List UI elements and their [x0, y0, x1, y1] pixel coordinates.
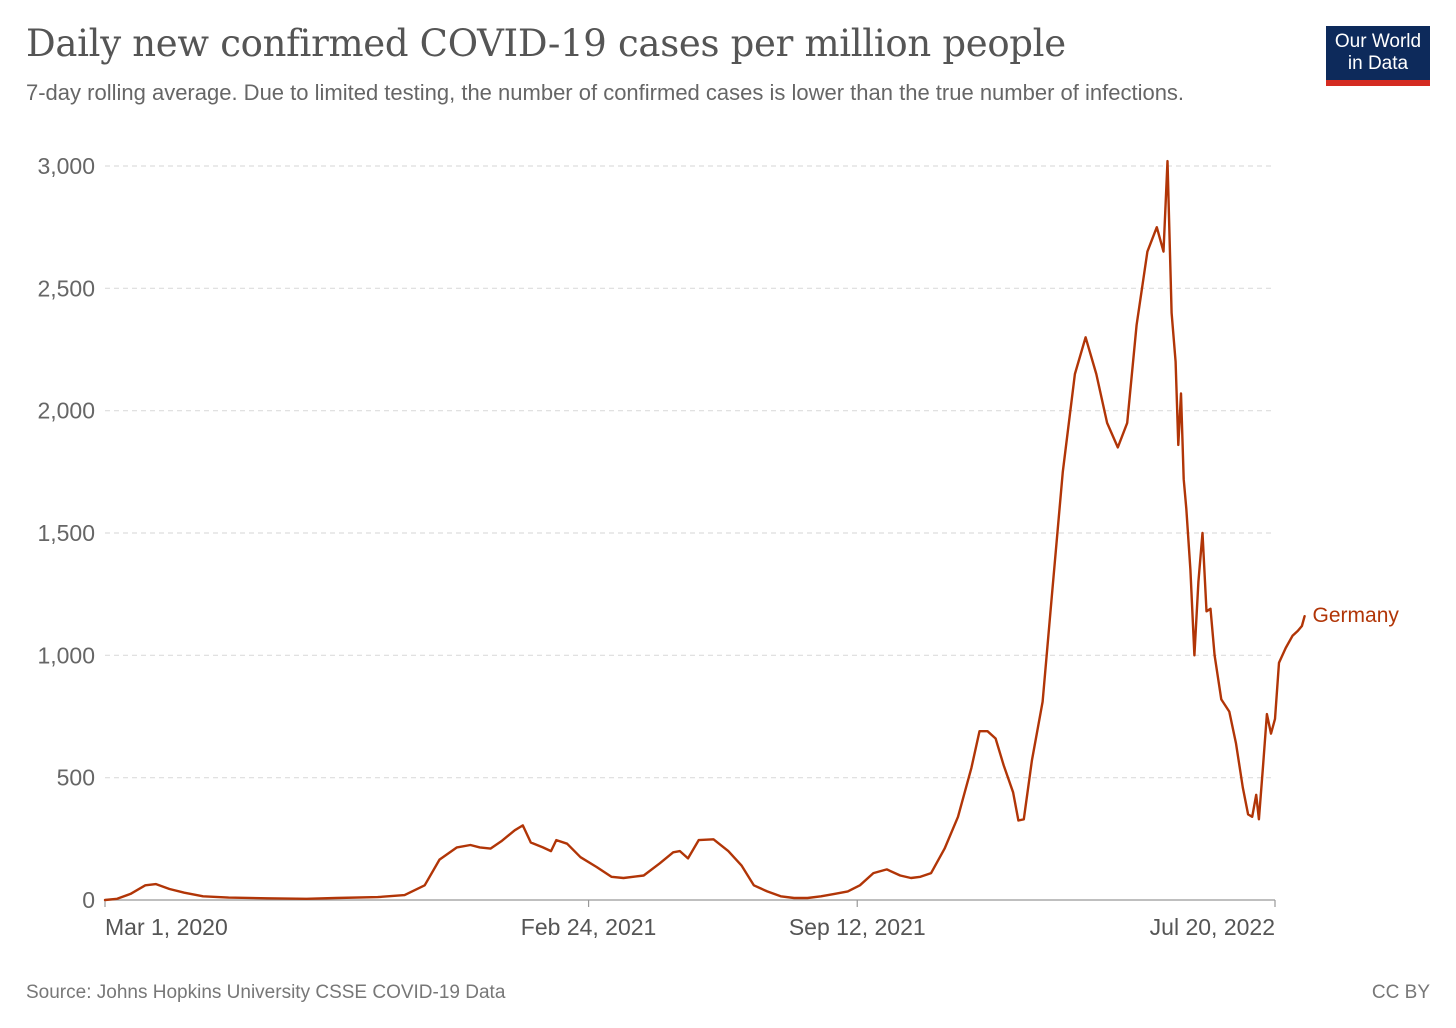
y-tick-label-2500: 2,500	[37, 275, 95, 301]
source-note[interactable]: Source: Johns Hopkins University CSSE CO…	[26, 982, 506, 1003]
y-tick-label-1500: 1,500	[37, 520, 95, 546]
license-label[interactable]: CC BY	[1371, 982, 1430, 1003]
y-tick-label-0: 0	[82, 887, 95, 913]
x-tick-label-2: Sep 12, 2021	[789, 914, 926, 940]
x-tick-label-3: Jul 20, 2022	[1150, 914, 1275, 940]
y-tick-label-500: 500	[57, 765, 95, 791]
logo-line-2: in Data	[1347, 53, 1409, 74]
y-tick-label-1000: 1,000	[37, 642, 95, 668]
line-chart: 0 500 1,000 1,500 2,000 2,500 3,000 Mar 1, 202…	[37, 153, 1400, 940]
logo-line-1: Our World	[1334, 31, 1422, 52]
owid-logo[interactable]: Our World in Data	[1326, 26, 1430, 86]
x-axis: Mar 1, 2020 Feb 24, 2021 Sep 12, 2021 Jul 2…	[104, 899, 1276, 940]
y-tick-label-2000: 2,000	[37, 398, 95, 424]
x-tick-label-0: Mar 1, 2020	[105, 914, 228, 940]
gridlines	[105, 165, 1275, 779]
series-line-germany	[103, 159, 1306, 902]
x-tick-label-1: Feb 24, 2021	[521, 914, 657, 940]
chart-title: Daily new confirmed COVID-19 cases per m…	[26, 22, 1066, 65]
series-label-germany: Germany	[1313, 604, 1400, 627]
y-tick-label-3000: 3,000	[37, 153, 95, 179]
chart-subtitle: 7-day rolling average. Due to limited te…	[26, 80, 1185, 105]
y-axis-ticks: 0 500 1,000 1,500 2,000 2,500 3,000	[37, 153, 95, 913]
series-lines: Germany	[103, 159, 1400, 902]
